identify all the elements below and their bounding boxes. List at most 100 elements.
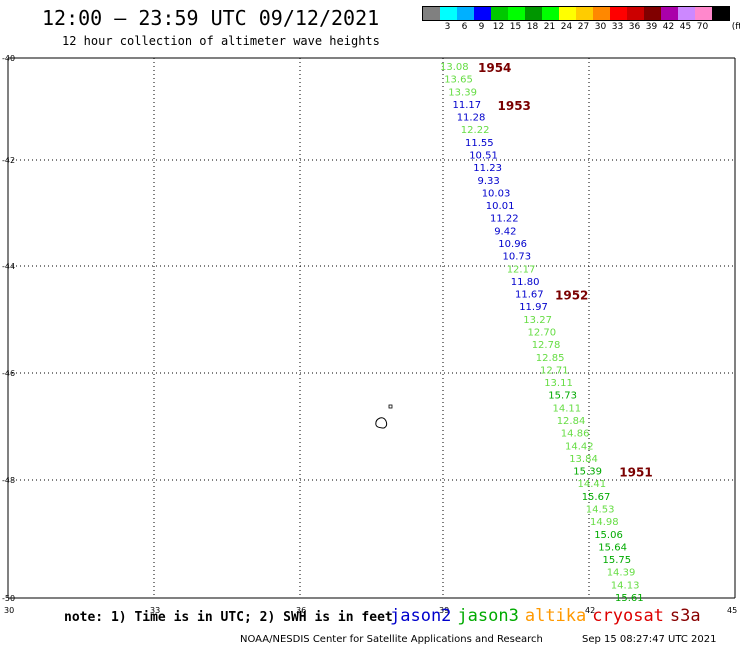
latitude-tick-label: -46 [2, 369, 15, 378]
swh-value: 11.28 [457, 113, 486, 124]
island-outline [375, 404, 393, 429]
swh-value: 14.42 [565, 441, 594, 452]
legend-label: 15 [509, 22, 522, 32]
legend-label: 33 [611, 22, 624, 32]
legend-swatch [491, 7, 508, 20]
legend-label: 6 [461, 22, 468, 32]
swh-value: 13.11 [544, 378, 573, 389]
swh-value: 14.41 [578, 479, 607, 490]
legend-swatch [423, 7, 440, 20]
swh-value: 13.08 [440, 62, 469, 73]
hour-label: 1954 [478, 61, 511, 75]
swh-value: 9.33 [478, 176, 500, 187]
swh-value: 15.39 [573, 467, 602, 478]
swh-value: 12.78 [532, 340, 561, 351]
legend-swatch [695, 7, 712, 20]
longitude-tick-label: 42 [585, 606, 595, 615]
latitude-tick-label: -48 [2, 476, 15, 485]
legend-label: 21 [543, 22, 556, 32]
swh-value: 11.67 [515, 290, 544, 301]
legend-label: 39 [645, 22, 658, 32]
credit-text: NOAA/NESDIS Center for Satellite Applica… [240, 634, 543, 645]
legend-label: 45 [679, 22, 692, 32]
satellite-label: cryosat [592, 606, 664, 626]
swh-value: 15.61 [615, 593, 644, 604]
swh-value: 15.75 [603, 555, 632, 566]
swh-value: 14.39 [607, 568, 636, 579]
island-small [388, 404, 393, 409]
legend-swatch [627, 7, 644, 20]
legend-label: 12 [492, 22, 505, 32]
swh-value: 14.98 [590, 517, 619, 528]
hour-label: 1953 [498, 99, 531, 113]
swh-value: 11.17 [453, 100, 482, 111]
legend-swatch [440, 7, 457, 20]
legend-swatch [559, 7, 576, 20]
legend-units: (ft) [731, 22, 740, 32]
legend-label: 36 [628, 22, 641, 32]
timestamp-text: Sep 15 08:27:47 UTC 2021 [582, 634, 717, 645]
satellite-label: jason2 [390, 606, 452, 626]
legend-swatch [712, 7, 729, 20]
page-subtitle: 12 hour collection of altimeter wave hei… [62, 34, 380, 48]
swh-value: 11.55 [465, 138, 494, 149]
swh-value: 14.13 [611, 580, 640, 591]
swh-value: 9.42 [494, 226, 516, 237]
legend-label: 70 [696, 22, 709, 32]
legend-label: 30 [594, 22, 607, 32]
legend-swatch [474, 7, 491, 20]
swh-value: 11.23 [473, 163, 502, 174]
swh-value: 12.17 [507, 264, 536, 275]
swh-value: 10.01 [486, 201, 515, 212]
swh-value: 10.03 [482, 188, 511, 199]
swh-value: 12.85 [536, 353, 565, 364]
legend-swatch [457, 7, 474, 20]
swh-value: 14.86 [561, 429, 590, 440]
hour-label: 1951 [619, 466, 652, 480]
axis-labels: 30 33 36 39 42 45 -40 -42 -44 -46 -48 -50 [2, 54, 737, 615]
legend-swatch [593, 7, 610, 20]
legend-label: 24 [560, 22, 573, 32]
swh-value: 13.27 [523, 315, 552, 326]
satellite-label: s3a [669, 606, 701, 626]
legend-swatches [422, 6, 730, 21]
swh-value: 11.97 [519, 302, 548, 313]
swh-value: 10.96 [498, 239, 527, 250]
legend-swatch [610, 7, 627, 20]
latitude-tick-label: -40 [2, 54, 15, 63]
longitude-tick-label: 45 [727, 606, 737, 615]
swh-value: 14.53 [586, 505, 615, 516]
swh-value: 15.64 [598, 542, 627, 553]
legend-label: 27 [577, 22, 590, 32]
longitude-tick-label: 30 [4, 606, 14, 615]
legend-swatch [576, 7, 593, 20]
swh-value: 12.71 [540, 365, 569, 376]
swh-value: 13.84 [569, 454, 598, 465]
legend-label: 3 [444, 22, 451, 32]
swh-value: 11.22 [490, 214, 519, 225]
swh-value: 13.39 [448, 87, 477, 98]
legend-swatch [525, 7, 542, 20]
island-main [375, 417, 388, 429]
satellite-label: altika [524, 606, 587, 626]
swh-value: 12.70 [528, 328, 557, 339]
legend-swatch [644, 7, 661, 20]
swh-value: 11.80 [511, 277, 540, 288]
units-note: note: 1) Time is in UTC; 2) SWH is in fe… [64, 610, 393, 625]
swh-value: 10.51 [469, 151, 498, 162]
legend-swatch [542, 7, 559, 20]
longitude-tick-label: 36 [296, 606, 306, 615]
graticule [7, 57, 736, 599]
latitude-tick-label: -42 [2, 156, 15, 165]
page-title: 12:00 – 23:59 UTC 09/12/2021 [42, 6, 380, 30]
longitude-tick-label: 39 [439, 606, 449, 615]
swh-value: 15.73 [548, 391, 577, 402]
swh-value: 15.67 [582, 492, 611, 503]
latitude-tick-label: -44 [2, 262, 15, 271]
hour-labels: 1954 1953 1952 1951 [478, 61, 653, 480]
legend-swatch [678, 7, 695, 20]
